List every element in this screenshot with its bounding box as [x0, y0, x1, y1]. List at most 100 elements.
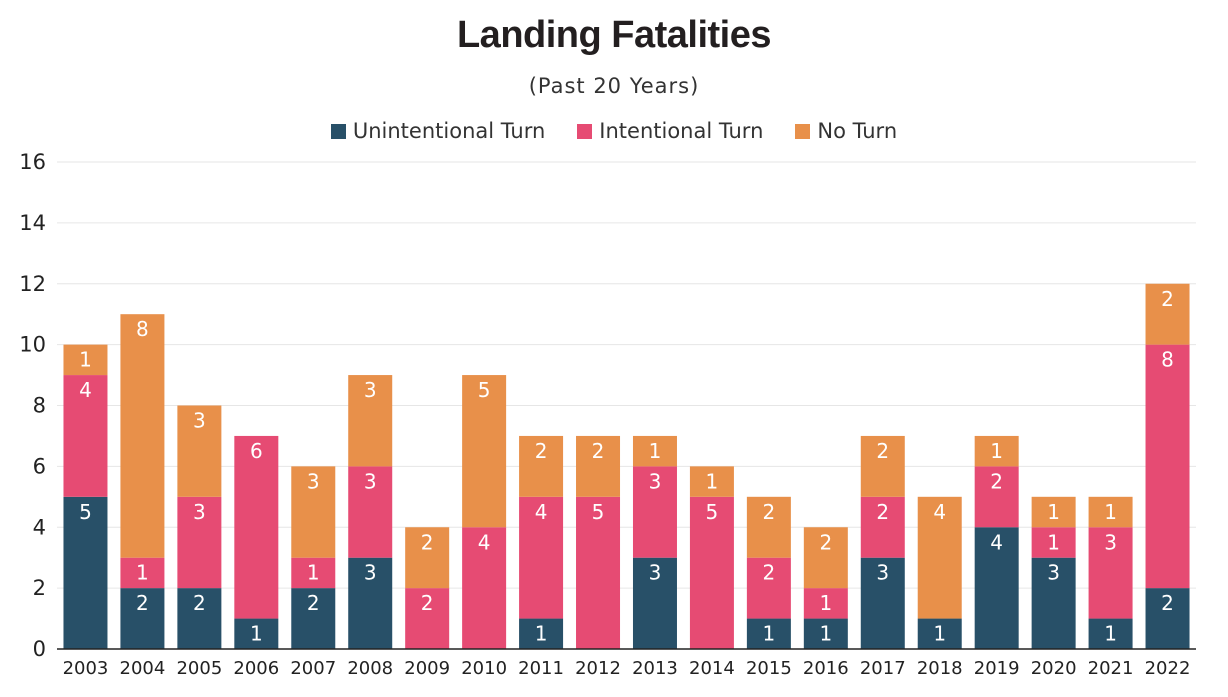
data-label: 5: [478, 378, 491, 402]
chart-subtitle: (Past 20 Years): [528, 74, 700, 98]
y-tick-label: 14: [19, 211, 46, 235]
bar-segment-intentional-turn: [291, 557, 336, 589]
bar-segment-no-turn: [746, 496, 791, 558]
data-label: 2: [876, 439, 889, 463]
legend: Unintentional Turn Intentional Turn No T…: [0, 119, 1228, 143]
y-tick-label: 12: [19, 272, 46, 296]
bar-segment-intentional-turn: [462, 527, 507, 649]
bar-segment-no-turn: [405, 527, 450, 589]
x-tick-label: 2009: [404, 658, 450, 679]
data-label: 3: [876, 561, 889, 585]
bar-segment-no-turn: [1088, 496, 1133, 528]
bar-segment-intentional-turn: [405, 588, 450, 649]
data-label: 8: [136, 317, 149, 341]
bars: 5 4 1 2 1 8 2 3 3 1 6 2 1 3 3 3 3 2 2 4 5 1 4 2 5 2 3 3 1 5 1 1 2 2 1 1 2 3 2 2…: [63, 283, 1190, 649]
data-label: 1: [79, 348, 92, 372]
bar-segment-unintentional-turn: [746, 618, 791, 649]
legend-item-no-turn: No Turn: [795, 119, 897, 143]
bar-segment-unintentional-turn: [63, 496, 108, 649]
x-axis: 2003 2004 2005 2006 2007 2008 2009 2010 2011 2012…: [57, 648, 1196, 679]
bar-segment-no-turn: [632, 435, 677, 467]
x-tick-label: 2008: [347, 658, 393, 679]
legend-swatch-intentional-turn: [577, 123, 593, 139]
legend-label-no-turn: No Turn: [817, 119, 898, 143]
data-label: 1: [706, 469, 719, 493]
bar-segment-unintentional-turn: [348, 557, 393, 649]
x-tick-label: 2005: [176, 658, 222, 679]
data-label: 2: [535, 439, 548, 463]
bar-segment-intentional-turn: [974, 466, 1019, 528]
data-label: 5: [79, 500, 92, 524]
y-tick-label: 4: [33, 515, 46, 539]
bar-segment-intentional-turn: [746, 557, 791, 619]
bar-segment-unintentional-turn: [519, 618, 564, 649]
y-tick-label: 8: [33, 394, 46, 418]
data-label: 1: [307, 561, 320, 585]
bar-segment-no-turn: [120, 314, 165, 558]
y-tick-label: 2: [33, 576, 46, 600]
bar-segment-no-turn: [974, 435, 1019, 467]
bar-segment-no-turn: [348, 375, 393, 467]
data-label: 4: [535, 500, 548, 524]
bar-segment-intentional-turn: [1145, 344, 1190, 589]
bar-segment-no-turn: [291, 466, 336, 558]
bar-segment-unintentional-turn: [120, 588, 165, 649]
data-label: 3: [193, 500, 206, 524]
bar-segment-unintentional-turn: [803, 618, 848, 649]
legend-swatch-unintentional-turn: [330, 123, 346, 139]
bar-segment-intentional-turn: [519, 496, 564, 619]
x-tick-label: 2017: [860, 658, 906, 679]
data-label: 2: [876, 500, 889, 524]
bar-segment-no-turn: [1145, 283, 1190, 345]
bar-segment-unintentional-turn: [1145, 588, 1190, 649]
data-label: 4: [990, 530, 1003, 554]
data-label: 4: [933, 500, 946, 524]
x-tick-label: 2010: [461, 658, 507, 679]
legend-label-unintentional-turn: Unintentional Turn: [352, 119, 546, 143]
x-tick-label: 2012: [575, 658, 621, 679]
data-label: 6: [250, 439, 263, 463]
x-tick-label: 2011: [518, 658, 564, 679]
chart-title: Landing Fatalities: [456, 14, 772, 56]
data-label: 1: [136, 561, 149, 585]
bar-segment-unintentional-turn: [291, 588, 336, 649]
x-tick-label: 2015: [746, 658, 792, 679]
x-tick-label: 2013: [632, 658, 678, 679]
data-label: 1: [819, 622, 832, 646]
x-tick-label: 2003: [63, 658, 109, 679]
bar-segment-unintentional-turn: [234, 618, 279, 649]
data-label: 5: [706, 500, 719, 524]
bar-segment-no-turn: [177, 405, 222, 497]
data-label: 4: [79, 378, 92, 402]
data-label: 3: [1104, 530, 1117, 554]
bar-segment-intentional-turn: [234, 435, 279, 619]
data-label: 1: [1104, 500, 1117, 524]
bar-segment-unintentional-turn: [860, 557, 905, 649]
legend-label-intentional-turn: Intentional Turn: [599, 119, 764, 143]
data-label: 1: [763, 622, 776, 646]
bar-segment-no-turn: [917, 496, 962, 619]
bar-segment-unintentional-turn: [1031, 557, 1076, 649]
x-tick-label: 2007: [290, 658, 336, 679]
data-label: 1: [1047, 530, 1060, 554]
data-label: 1: [1047, 500, 1060, 524]
bar-segment-no-turn: [860, 435, 905, 497]
data-label: 3: [307, 469, 320, 493]
x-tick-label: 2019: [974, 658, 1020, 679]
y-tick-label: 0: [33, 637, 46, 661]
data-label: 2: [763, 561, 776, 585]
bar-segment-intentional-turn: [177, 496, 222, 589]
bar-segment-intentional-turn: [576, 496, 621, 649]
x-tick-label: 2018: [917, 658, 963, 679]
data-label: 2: [421, 530, 434, 554]
data-label: 3: [364, 469, 377, 493]
bar-segment-unintentional-turn: [917, 618, 962, 649]
x-tick-label: 2006: [233, 658, 279, 679]
x-tick-label: 2014: [689, 658, 735, 679]
data-label: 3: [649, 561, 662, 585]
bar-segment-intentional-turn: [120, 557, 165, 589]
data-label: 3: [193, 409, 206, 433]
data-label: 8: [1161, 348, 1174, 372]
data-label: 2: [819, 530, 832, 554]
x-tick-label: 2016: [803, 658, 849, 679]
